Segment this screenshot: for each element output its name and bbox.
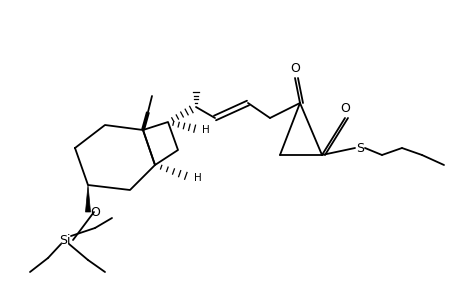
Text: O: O [339, 102, 349, 115]
Text: H: H [194, 173, 202, 183]
Text: O: O [290, 62, 299, 75]
Text: S: S [355, 142, 363, 154]
Text: O: O [90, 206, 100, 218]
Text: H: H [202, 125, 209, 135]
Text: Si: Si [59, 233, 71, 247]
Polygon shape [85, 185, 90, 212]
